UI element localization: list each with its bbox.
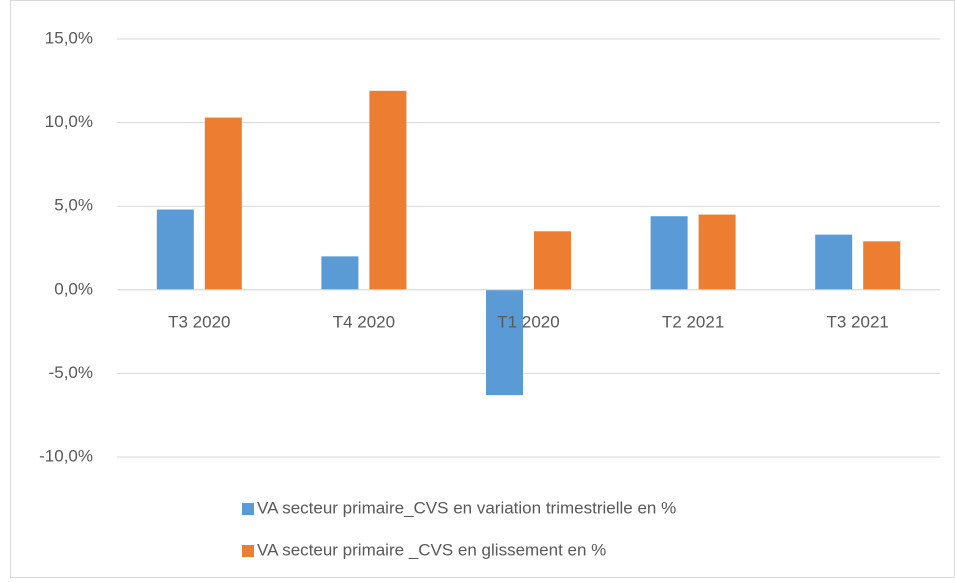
y-tick-label: 5,0% (54, 196, 93, 215)
y-tick-label: -5,0% (49, 363, 93, 382)
chart-frame (10, 0, 955, 578)
bar (650, 216, 688, 290)
x-tick-label: T4 2020 (333, 312, 395, 331)
bar (321, 256, 359, 290)
bar (698, 214, 736, 290)
bar (204, 117, 242, 290)
legend-swatch (242, 545, 254, 557)
bar (815, 234, 853, 290)
legend-label: VA secteur primaire_CVS en variation tri… (257, 498, 676, 517)
y-tick-label: 10,0% (45, 112, 93, 131)
legend-swatch (242, 503, 254, 515)
y-tick-label: 0,0% (54, 279, 93, 298)
bar (369, 90, 407, 290)
x-tick-label: T3 2021 (827, 312, 889, 331)
x-tick-label: T2 2021 (662, 312, 724, 331)
y-tick-label: 15,0% (45, 28, 93, 47)
y-tick-label: -10,0% (39, 446, 93, 465)
x-tick-label: T3 2020 (168, 312, 230, 331)
x-tick-label: T1 2020 (497, 312, 559, 331)
bar (534, 231, 571, 290)
bar (486, 289, 523, 396)
legend-label: VA secteur primaire _CVS en glissement e… (257, 540, 606, 559)
bar (156, 209, 194, 290)
bar (863, 241, 901, 290)
